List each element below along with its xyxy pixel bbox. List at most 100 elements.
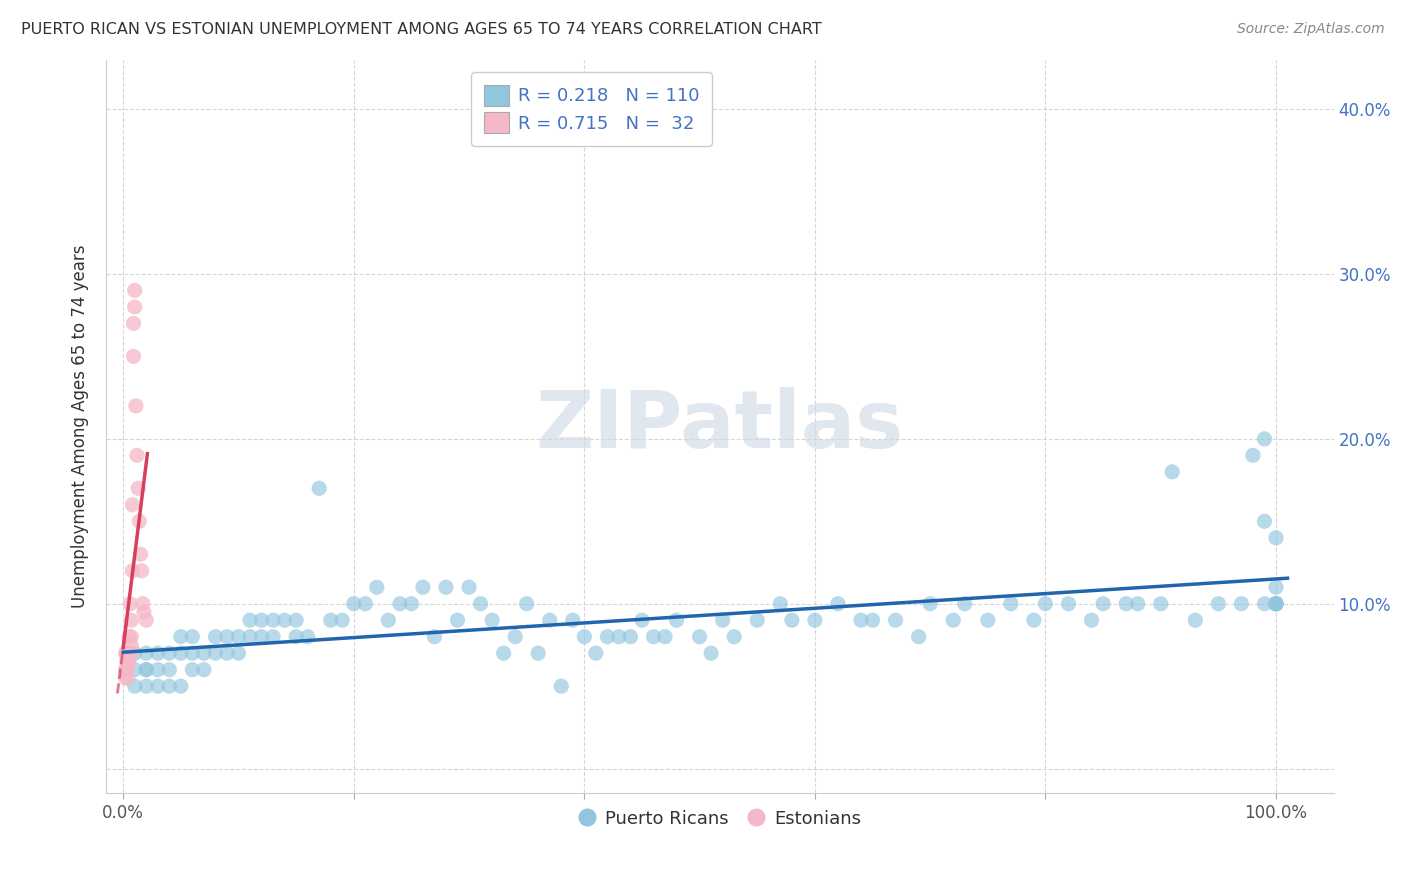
Point — [1253, 432, 1275, 446]
Point — [366, 580, 388, 594]
Point — [118, 630, 141, 644]
Point — [769, 597, 792, 611]
Y-axis label: Unemployment Among Ages 65 to 74 years: Unemployment Among Ages 65 to 74 years — [72, 244, 89, 608]
Point — [239, 613, 262, 627]
Text: Source: ZipAtlas.com: Source: ZipAtlas.com — [1237, 22, 1385, 37]
Point — [146, 663, 169, 677]
Point — [953, 597, 976, 611]
Point — [181, 630, 204, 644]
Point — [643, 630, 665, 644]
Point — [129, 547, 152, 561]
Point — [343, 597, 366, 611]
Point — [115, 646, 138, 660]
Point — [120, 630, 142, 644]
Point — [239, 630, 262, 644]
Legend: Puerto Ricans, Estonians: Puerto Ricans, Estonians — [571, 803, 869, 836]
Point — [124, 284, 146, 298]
Point — [804, 613, 827, 627]
Point — [132, 597, 155, 611]
Point — [262, 613, 284, 627]
Point — [120, 646, 142, 660]
Point — [135, 613, 157, 627]
Point — [170, 679, 193, 693]
Point — [204, 630, 226, 644]
Point — [434, 580, 457, 594]
Point — [135, 663, 157, 677]
Point — [458, 580, 481, 594]
Point — [146, 646, 169, 660]
Point — [354, 597, 377, 611]
Point — [920, 597, 942, 611]
Point — [157, 646, 180, 660]
Point — [121, 564, 143, 578]
Point — [849, 613, 872, 627]
Point — [215, 646, 238, 660]
Point — [1230, 597, 1253, 611]
Point — [285, 613, 308, 627]
Point — [388, 597, 411, 611]
Point — [470, 597, 492, 611]
Point — [128, 514, 150, 528]
Point — [114, 646, 136, 660]
Point — [131, 564, 153, 578]
Point — [193, 646, 215, 660]
Point — [125, 399, 148, 413]
Point — [503, 630, 526, 644]
Point — [204, 646, 226, 660]
Point — [121, 498, 143, 512]
Point — [907, 630, 929, 644]
Point — [827, 597, 849, 611]
Point — [127, 481, 149, 495]
Point — [157, 679, 180, 693]
Point — [446, 613, 468, 627]
Point — [711, 613, 734, 627]
Point — [561, 613, 583, 627]
Point — [665, 613, 688, 627]
Point — [1057, 597, 1080, 611]
Point — [297, 630, 319, 644]
Text: ZIPatlas: ZIPatlas — [536, 387, 904, 466]
Point — [250, 613, 273, 627]
Point — [215, 630, 238, 644]
Point — [1253, 514, 1275, 528]
Point — [1080, 613, 1102, 627]
Point — [228, 646, 250, 660]
Point — [181, 646, 204, 660]
Point — [1241, 448, 1264, 462]
Point — [157, 663, 180, 677]
Point — [114, 663, 136, 677]
Point — [654, 630, 676, 644]
Point — [1208, 597, 1230, 611]
Point — [285, 630, 308, 644]
Point — [412, 580, 434, 594]
Text: PUERTO RICAN VS ESTONIAN UNEMPLOYMENT AMONG AGES 65 TO 74 YEARS CORRELATION CHAR: PUERTO RICAN VS ESTONIAN UNEMPLOYMENT AM… — [21, 22, 823, 37]
Point — [1265, 597, 1288, 611]
Point — [423, 630, 446, 644]
Point — [550, 679, 572, 693]
Point — [146, 679, 169, 693]
Point — [574, 630, 596, 644]
Point — [125, 448, 148, 462]
Point — [1265, 580, 1288, 594]
Point — [1000, 597, 1022, 611]
Point — [124, 663, 146, 677]
Point — [585, 646, 607, 660]
Point — [1115, 597, 1137, 611]
Point — [527, 646, 550, 660]
Point — [516, 597, 538, 611]
Point — [124, 679, 146, 693]
Point — [780, 613, 803, 627]
Point — [1126, 597, 1149, 611]
Point — [181, 663, 204, 677]
Point — [492, 646, 515, 660]
Point — [228, 630, 250, 644]
Point — [118, 655, 141, 669]
Point — [117, 646, 139, 660]
Point — [132, 605, 155, 619]
Point — [723, 630, 745, 644]
Point — [538, 613, 561, 627]
Point — [1265, 597, 1288, 611]
Point — [1265, 597, 1288, 611]
Point — [689, 630, 711, 644]
Point — [135, 679, 157, 693]
